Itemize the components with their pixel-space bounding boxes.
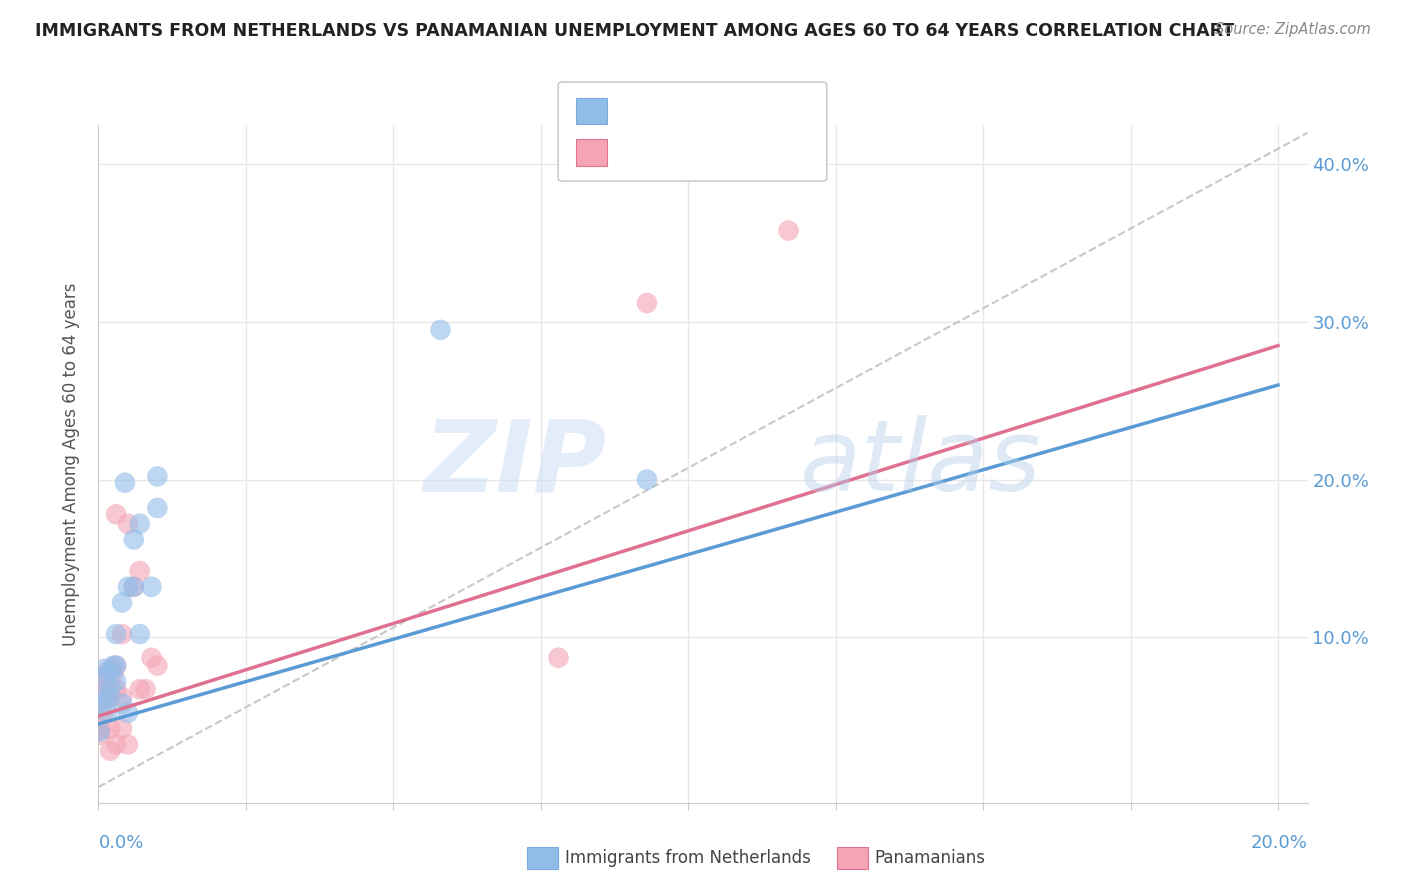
Point — [141, 580, 163, 594]
Point — [128, 682, 150, 697]
Text: 20.0%: 20.0% — [1251, 834, 1308, 852]
Text: R = 0.647: R = 0.647 — [616, 102, 706, 120]
Text: 0.0%: 0.0% — [98, 834, 143, 852]
Point — [778, 223, 800, 237]
Point — [111, 697, 134, 711]
Point — [122, 580, 145, 594]
Point — [114, 475, 136, 490]
Point — [105, 682, 128, 697]
Text: N = 27: N = 27 — [745, 102, 813, 120]
Point — [141, 650, 163, 665]
Point — [146, 500, 169, 515]
Point — [101, 658, 124, 673]
Point — [146, 469, 169, 483]
Point — [128, 564, 150, 578]
Point — [135, 682, 157, 697]
Point — [636, 296, 658, 310]
Point — [146, 658, 169, 673]
Point — [96, 665, 118, 679]
Point — [98, 690, 121, 705]
Point — [90, 722, 112, 736]
Point — [105, 658, 128, 673]
Text: Panamanians: Panamanians — [875, 849, 986, 867]
Point — [128, 516, 150, 531]
Point — [101, 666, 124, 681]
Point — [98, 744, 121, 758]
Point — [93, 682, 115, 697]
Point — [93, 674, 115, 689]
Point — [98, 690, 121, 705]
Point — [636, 473, 658, 487]
Point — [96, 706, 118, 720]
Point — [429, 323, 451, 337]
Point — [105, 627, 128, 641]
Point — [111, 627, 134, 641]
Point — [105, 508, 128, 522]
Point — [105, 738, 128, 752]
Point — [128, 627, 150, 641]
Text: R = 0.673: R = 0.673 — [616, 144, 706, 161]
Text: ZIP: ZIP — [423, 416, 606, 512]
Point — [91, 706, 114, 720]
Point — [117, 706, 139, 720]
Point — [93, 662, 115, 676]
Point — [117, 516, 139, 531]
Point — [117, 738, 139, 752]
Point — [98, 665, 121, 679]
Y-axis label: Unemployment Among Ages 60 to 64 years: Unemployment Among Ages 60 to 64 years — [62, 282, 80, 646]
Text: IMMIGRANTS FROM NETHERLANDS VS PANAMANIAN UNEMPLOYMENT AMONG AGES 60 TO 64 YEARS: IMMIGRANTS FROM NETHERLANDS VS PANAMANIA… — [35, 22, 1234, 40]
Text: N = 28: N = 28 — [745, 144, 813, 161]
Point — [111, 596, 134, 610]
Point — [105, 658, 128, 673]
Point — [93, 670, 115, 684]
Point — [90, 697, 112, 711]
Point — [111, 722, 134, 736]
Point — [89, 728, 111, 742]
Point — [122, 533, 145, 547]
Point — [91, 689, 114, 703]
Point — [98, 722, 121, 736]
Text: Source: ZipAtlas.com: Source: ZipAtlas.com — [1215, 22, 1371, 37]
Point — [547, 650, 569, 665]
Point — [111, 690, 134, 705]
Text: Immigrants from Netherlands: Immigrants from Netherlands — [565, 849, 811, 867]
Point — [105, 674, 128, 689]
Point — [122, 580, 145, 594]
Point — [117, 580, 139, 594]
Point — [98, 681, 121, 695]
Text: atlas: atlas — [800, 416, 1042, 512]
Point — [89, 724, 111, 739]
